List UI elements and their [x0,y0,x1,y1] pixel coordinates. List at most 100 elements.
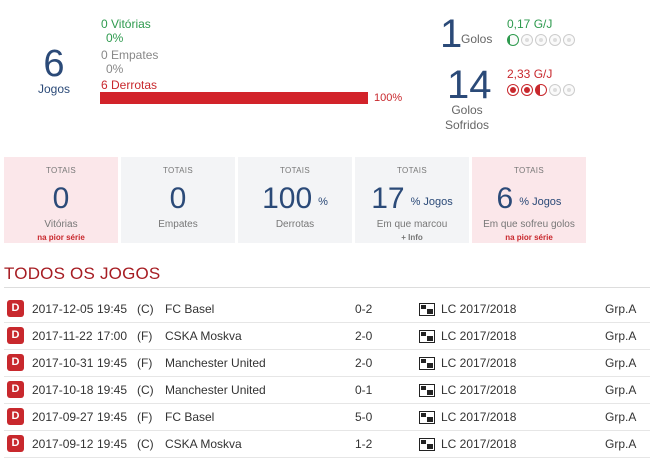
card-value: 17% Jogos [371,182,453,215]
result-badge: D [7,327,24,344]
game-time: 19:45 [97,437,128,451]
card-value: 6% Jogos [496,182,562,215]
card-head: TOTAIS [514,166,544,175]
card-draws: TOTAIS 0 Empates [121,157,235,243]
competition-icon [419,330,435,343]
card-wins: TOTAIS 0 Vitórias na pior série [4,157,118,243]
wins-label: 0 Vitórias [101,17,151,31]
game-time: 19:45 [97,302,128,316]
competition-icon [419,357,435,370]
ball-icon [549,84,561,96]
goals-per-game: 0,17 G/J [507,17,553,31]
opponent-link[interactable]: Manchester United [165,356,266,370]
result-badge: D [7,435,24,452]
game-venue: (C) [137,437,154,451]
game-venue: (F) [137,356,153,370]
game-score[interactable]: 2-0 [355,329,373,343]
game-venue: (C) [137,383,154,397]
competition-link[interactable]: LC 2017/2018 [441,410,517,424]
competition-icon [419,303,435,316]
competition-link[interactable]: LC 2017/2018 [441,383,517,397]
goals-count: 1 [440,12,463,56]
game-date: 2017-09-27 [32,410,94,424]
ball-icon [521,34,533,46]
card-sub: na pior série [37,233,85,242]
table-row[interactable]: D 2017-12-05 19:45 (C) FC Basel 0-2 LC 2017/20… [4,296,650,323]
card-head: TOTAIS [46,166,76,175]
card-head: TOTAIS [397,166,427,175]
group-label: Grp.A [605,410,637,424]
game-date: 2017-09-12 [32,437,94,451]
table-row[interactable]: D 2017-11-22 17:00 (F) CSKA Moskva 2-0 LC 2017… [4,323,650,350]
game-time: 17:00 [97,329,128,343]
more-info-link[interactable]: + Info [401,233,423,242]
ball-icon [563,34,575,46]
opponent-link[interactable]: CSKA Moskva [165,437,242,451]
losses-bar [100,92,368,104]
goals-rating [507,34,575,46]
competition-icon [419,438,435,451]
card-head: TOTAIS [163,166,193,175]
group-label: Grp.A [605,302,637,316]
result-badge: D [7,354,24,371]
games-list: D 2017-12-05 19:45 (C) FC Basel 0-2 LC 2017/20… [4,296,650,458]
game-date: 2017-11-22 [32,329,93,343]
section-divider [4,287,650,288]
table-row[interactable]: D 2017-10-18 19:45 (C) Manchester United 0-1 L… [4,377,650,404]
card-scored: TOTAIS 17% Jogos Em que marcou + Info [355,157,469,243]
competition-link[interactable]: LC 2017/2018 [441,329,517,343]
opponent-link[interactable]: FC Basel [165,410,215,424]
competition-icon [419,411,435,424]
competition-link[interactable]: LC 2017/2018 [441,356,517,370]
game-time: 19:45 [97,383,128,397]
card-label: Empates [158,219,198,230]
totals-cards: TOTAIS 0 Vitórias na pior série TOTAIS 0… [4,157,586,243]
conceded-label-1: Golos [451,103,483,117]
opponent-link[interactable]: CSKA Moskva [165,329,242,343]
card-head: TOTAIS [280,166,310,175]
competition-icon [419,384,435,397]
result-badge: D [7,381,24,398]
game-score[interactable]: 5-0 [355,410,373,424]
group-label: Grp.A [605,356,637,370]
table-row[interactable]: D 2017-09-12 19:45 (C) CSKA Moskva 1-2 LC 2017… [4,431,650,458]
game-time: 19:45 [97,356,128,370]
card-sub: na pior série [505,233,553,242]
card-label: Em que marcou [376,219,448,230]
game-score[interactable]: 2-0 [355,356,373,370]
conceded-rating [507,84,575,96]
card-label: Derrotas [275,219,315,230]
ball-icon [563,84,575,96]
card-value: 100% [262,182,328,215]
opponent-link[interactable]: FC Basel [165,302,215,316]
ball-icon [507,34,519,46]
game-score[interactable]: 0-1 [355,383,373,397]
game-venue: (F) [137,410,153,424]
ball-icon [521,84,533,96]
section-title: TODOS OS JOGOS [4,264,161,283]
losses-label: 6 Derrotas [101,78,158,92]
group-label: Grp.A [605,383,637,397]
conceded-count: 14 [447,63,492,107]
draws-label: 0 Empates [101,48,159,62]
card-label: Vitórias [44,219,78,230]
result-badge: D [7,408,24,425]
ball-icon [549,34,561,46]
opponent-link[interactable]: Manchester United [165,383,266,397]
table-row[interactable]: D 2017-09-27 19:45 (F) FC Basel 5-0 LC 2017/20… [4,404,650,431]
table-row[interactable]: D 2017-10-31 19:45 (F) Manchester United 2-0 L… [4,350,650,377]
conceded-per-game: 2,33 G/J [507,67,553,81]
card-conceded: TOTAIS 6% Jogos Em que sofreu golos na p… [472,157,586,243]
ball-icon [535,84,547,96]
games-label: Jogos [37,82,71,96]
game-score[interactable]: 1-2 [355,437,373,451]
game-date: 2017-10-31 [32,356,94,370]
games-count: 6 [43,43,65,85]
group-label: Grp.A [605,329,637,343]
card-value: 0 [169,182,187,215]
game-score[interactable]: 0-2 [355,302,373,316]
competition-link[interactable]: LC 2017/2018 [441,302,517,316]
competition-link[interactable]: LC 2017/2018 [441,437,517,451]
draws-pct: 0% [106,62,124,76]
ball-icon [535,34,547,46]
